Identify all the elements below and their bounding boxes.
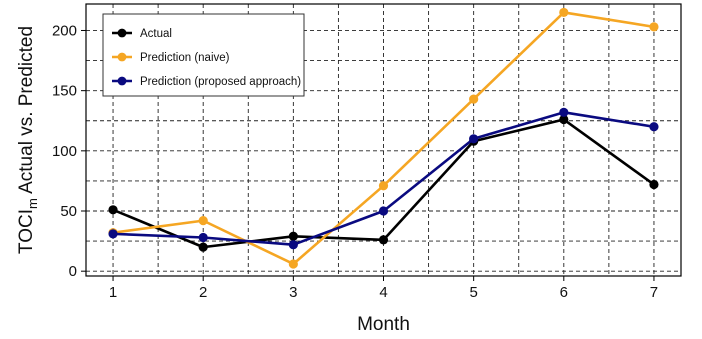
x-tick-label: 5	[469, 284, 477, 301]
y-tick-label: 0	[69, 263, 77, 280]
data-point	[379, 181, 388, 190]
data-point	[108, 205, 117, 214]
legend-entry-label: Actual	[140, 28, 172, 40]
y-axis-label-prefix: TOCI	[16, 209, 37, 254]
data-point	[108, 229, 117, 238]
data-point	[199, 243, 208, 252]
x-tick-label: 2	[199, 284, 207, 301]
data-point	[469, 134, 478, 143]
y-axis-label-suffix: Actual vs. Predicted	[16, 26, 37, 198]
data-point	[379, 206, 388, 215]
x-tick-label: 1	[109, 284, 117, 301]
data-point	[199, 233, 208, 242]
y-axis-label: TOCIm Actual vs. Predicted	[16, 26, 40, 254]
legend-swatch-marker	[118, 53, 127, 62]
legend: Actual Prediction (naive) Prediction (prop…	[103, 14, 304, 96]
data-point	[559, 108, 568, 117]
x-tick-label: 7	[650, 284, 658, 301]
data-point	[379, 235, 388, 244]
x-tick-label: 6	[560, 284, 568, 301]
y-axis-label-subscript: m	[25, 198, 40, 209]
data-point	[649, 22, 658, 31]
legend-swatch-marker	[118, 77, 127, 86]
legend-entry-label: Prediction (naive)	[140, 52, 230, 64]
y-tick-label: 100	[52, 143, 77, 160]
x-tick-label: 3	[289, 284, 297, 301]
x-tick-label: 4	[379, 284, 387, 301]
data-point	[199, 216, 208, 225]
data-point	[289, 232, 298, 241]
data-point	[649, 180, 658, 189]
y-tick-label: 150	[52, 83, 77, 100]
y-tick-label: 50	[60, 203, 77, 220]
data-point	[469, 94, 478, 103]
x-axis-label: Month	[357, 314, 410, 335]
legend-entry-label: Prediction (proposed approach)	[140, 76, 301, 88]
data-point	[289, 240, 298, 249]
data-point	[559, 8, 568, 17]
data-point	[289, 259, 298, 268]
y-tick-label: 200	[52, 22, 77, 39]
legend-swatch-marker	[118, 29, 127, 38]
data-point	[649, 122, 658, 131]
